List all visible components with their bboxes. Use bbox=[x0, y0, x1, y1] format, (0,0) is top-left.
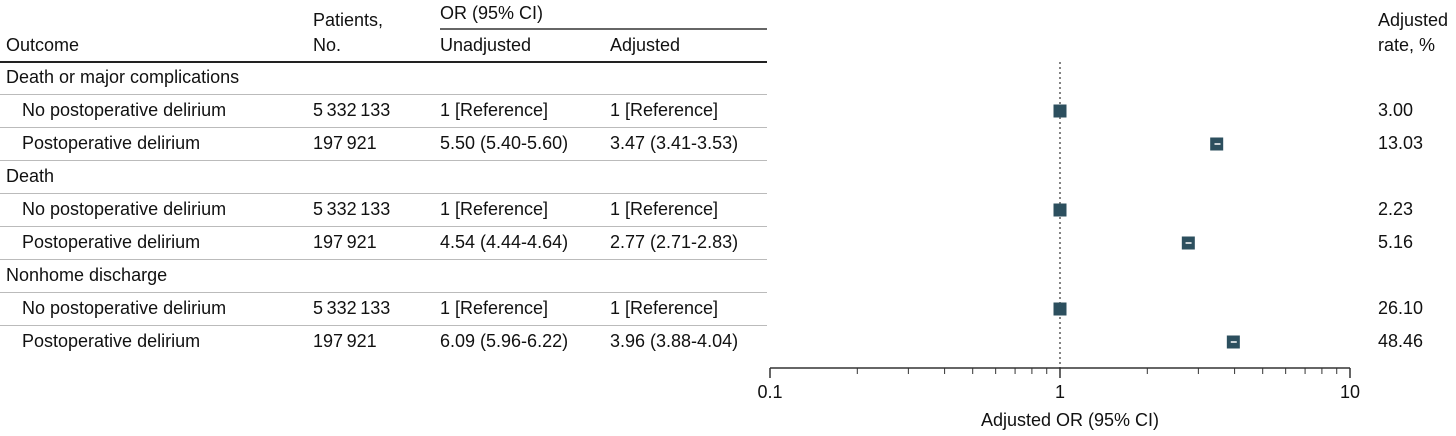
row-label: Postoperative delirium bbox=[22, 232, 200, 252]
adjusted-or: 2.77 (2.71-2.83) bbox=[610, 232, 738, 252]
estimate-marker bbox=[1053, 203, 1067, 217]
group-label: Death bbox=[6, 166, 54, 186]
unadjusted-or: 4.54 (4.44-4.64) bbox=[440, 232, 568, 252]
patients: 197 921 bbox=[313, 133, 377, 153]
patients-header: No. bbox=[313, 35, 341, 55]
group-label: Death or major complications bbox=[6, 67, 239, 87]
x-tick-label: 1 bbox=[1055, 382, 1065, 402]
unadjusted-or: 1 [Reference] bbox=[440, 100, 548, 120]
adjusted-rate: 13.03 bbox=[1378, 133, 1423, 153]
x-tick-label: 10 bbox=[1340, 382, 1360, 402]
x-tick-label: 0.1 bbox=[757, 382, 782, 402]
unadjusted-or: 1 [Reference] bbox=[440, 199, 548, 219]
rate-header: rate, % bbox=[1378, 35, 1435, 55]
patients: 5 332 133 bbox=[313, 298, 390, 318]
adjusted-or: 3.47 (3.41-3.53) bbox=[610, 133, 738, 153]
unadjusted-or: 6.09 (5.96-6.22) bbox=[440, 331, 568, 351]
row-label: Postoperative delirium bbox=[22, 331, 200, 351]
row-label: No postoperative delirium bbox=[22, 298, 226, 318]
adjusted-or: 1 [Reference] bbox=[610, 100, 718, 120]
rate-header: Adjusted bbox=[1378, 10, 1448, 30]
outcome-header: Outcome bbox=[6, 35, 79, 55]
group-label: Nonhome discharge bbox=[6, 265, 167, 285]
row-label: No postoperative delirium bbox=[22, 199, 226, 219]
or-group-header: OR (95% CI) bbox=[440, 3, 543, 23]
estimate-marker bbox=[1053, 104, 1067, 118]
adjusted-rate: 26.10 bbox=[1378, 298, 1423, 318]
adjusted-rate: 2.23 bbox=[1378, 199, 1413, 219]
adjusted-or: 1 [Reference] bbox=[610, 199, 718, 219]
patients: 5 332 133 bbox=[313, 100, 390, 120]
row-label: No postoperative delirium bbox=[22, 100, 226, 120]
unadjusted-or: 5.50 (5.40-5.60) bbox=[440, 133, 568, 153]
adjusted-rate: 3.00 bbox=[1378, 100, 1413, 120]
x-axis-title: Adjusted OR (95% CI) bbox=[981, 410, 1159, 430]
adjusted-rate: 48.46 bbox=[1378, 331, 1423, 351]
patients: 5 332 133 bbox=[313, 199, 390, 219]
adjusted-header: Adjusted bbox=[610, 35, 680, 55]
patients: 197 921 bbox=[313, 331, 377, 351]
patients: 197 921 bbox=[313, 232, 377, 252]
adjusted-or: 1 [Reference] bbox=[610, 298, 718, 318]
unadjusted-header: Unadjusted bbox=[440, 35, 531, 55]
unadjusted-or: 1 [Reference] bbox=[440, 298, 548, 318]
estimate-marker bbox=[1053, 302, 1067, 316]
adjusted-or: 3.96 (3.88-4.04) bbox=[610, 331, 738, 351]
row-label: Postoperative delirium bbox=[22, 133, 200, 153]
adjusted-rate: 5.16 bbox=[1378, 232, 1413, 252]
patients-header: Patients, bbox=[313, 10, 383, 30]
